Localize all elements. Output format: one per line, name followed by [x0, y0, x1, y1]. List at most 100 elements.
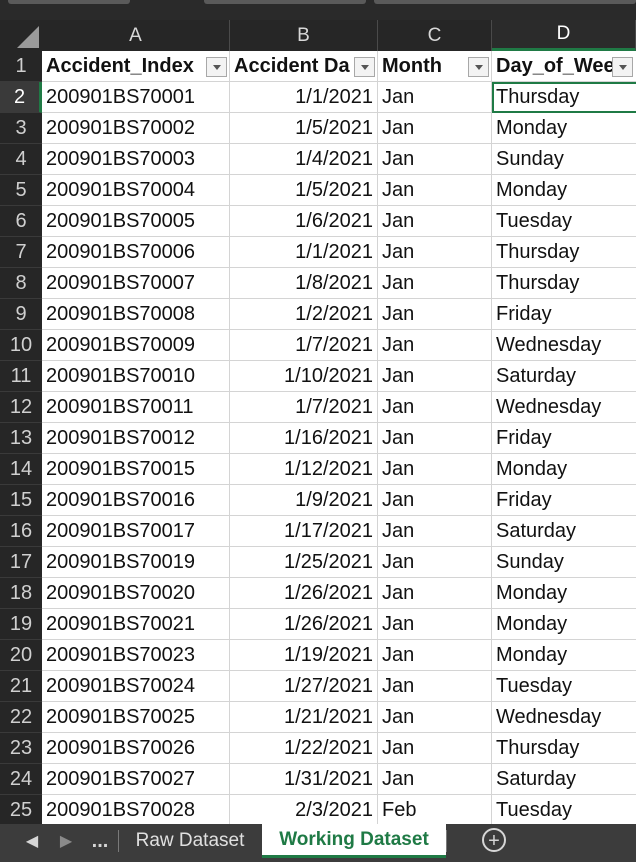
row-header-13[interactable]: 13	[0, 423, 42, 454]
table-cell[interactable]: Friday	[492, 423, 636, 454]
table-cell[interactable]: Monday	[492, 454, 636, 485]
table-cell[interactable]: Jan	[378, 764, 492, 795]
row-header-18[interactable]: 18	[0, 578, 42, 609]
table-cell[interactable]: 200901BS70002	[42, 113, 230, 144]
chevron-right-icon[interactable]: ▶	[59, 833, 73, 850]
table-cell[interactable]: 1/4/2021	[230, 144, 378, 175]
filter-dropdown-button[interactable]	[354, 57, 375, 77]
table-cell[interactable]: 200901BS70011	[42, 392, 230, 423]
filter-dropdown-button[interactable]	[206, 57, 227, 77]
ribbon-control[interactable]	[204, 0, 366, 4]
filter-dropdown-button[interactable]	[468, 57, 489, 77]
table-cell[interactable]: 1/31/2021	[230, 764, 378, 795]
table-cell[interactable]: Thursday	[492, 82, 636, 113]
table-cell[interactable]: 1/1/2021	[230, 82, 378, 113]
select-all-button[interactable]	[0, 20, 43, 51]
table-cell[interactable]: 1/6/2021	[230, 206, 378, 237]
column-header-d[interactable]: D	[492, 20, 636, 51]
row-header-7[interactable]: 7	[0, 237, 42, 268]
table-cell[interactable]: Saturday	[492, 516, 636, 547]
row-header-6[interactable]: 6	[0, 206, 42, 237]
row-header-25[interactable]: 25	[0, 795, 42, 824]
table-cell[interactable]: Jan	[378, 268, 492, 299]
table-cell[interactable]: Jan	[378, 578, 492, 609]
table-cell[interactable]: Feb	[378, 795, 492, 824]
table-cell[interactable]: 1/27/2021	[230, 671, 378, 702]
table-cell[interactable]: 2/3/2021	[230, 795, 378, 824]
table-cell[interactable]: Wednesday	[492, 702, 636, 733]
table-cell[interactable]: 200901BS70025	[42, 702, 230, 733]
table-cell[interactable]: Jan	[378, 609, 492, 640]
table-cell[interactable]: Monday	[492, 578, 636, 609]
row-header-5[interactable]: 5	[0, 175, 42, 206]
table-cell[interactable]: Thursday	[492, 268, 636, 299]
row-header-16[interactable]: 16	[0, 516, 42, 547]
table-cell[interactable]: 200901BS70021	[42, 609, 230, 640]
table-header-cell[interactable]: Accident_Index	[42, 51, 230, 82]
row-header-9[interactable]: 9	[0, 299, 42, 330]
row-header-4[interactable]: 4	[0, 144, 42, 175]
table-cell[interactable]: Tuesday	[492, 795, 636, 824]
row-header-15[interactable]: 15	[0, 485, 42, 516]
table-cell[interactable]: Wednesday	[492, 392, 636, 423]
table-cell[interactable]: 1/10/2021	[230, 361, 378, 392]
table-cell[interactable]: 200901BS70007	[42, 268, 230, 299]
ribbon-control[interactable]	[8, 0, 130, 4]
table-cell[interactable]: 200901BS70023	[42, 640, 230, 671]
table-cell[interactable]: 1/26/2021	[230, 578, 378, 609]
table-header-cell[interactable]: Accident Da	[230, 51, 378, 82]
table-cell[interactable]: 200901BS70001	[42, 82, 230, 113]
table-cell[interactable]: Friday	[492, 299, 636, 330]
table-cell[interactable]: Wednesday	[492, 330, 636, 361]
table-header-cell[interactable]: Day_of_Wee	[492, 51, 636, 82]
table-cell[interactable]: Saturday	[492, 764, 636, 795]
table-cell[interactable]: Jan	[378, 423, 492, 454]
plus-circle-icon[interactable]: +	[482, 828, 506, 852]
table-header-cell[interactable]: Month	[378, 51, 492, 82]
row-header-23[interactable]: 23	[0, 733, 42, 764]
row-header-3[interactable]: 3	[0, 113, 42, 144]
table-cell[interactable]: Tuesday	[492, 671, 636, 702]
filter-dropdown-button[interactable]	[612, 57, 633, 77]
table-cell[interactable]: 200901BS70026	[42, 733, 230, 764]
table-cell[interactable]: Monday	[492, 640, 636, 671]
table-cell[interactable]: 1/21/2021	[230, 702, 378, 733]
row-header-14[interactable]: 14	[0, 454, 42, 485]
table-cell[interactable]: Jan	[378, 144, 492, 175]
table-cell[interactable]: Jan	[378, 454, 492, 485]
column-header-a[interactable]: A	[42, 20, 230, 51]
tab-raw-dataset[interactable]: Raw Dataset	[135, 830, 245, 851]
row-header-12[interactable]: 12	[0, 392, 42, 423]
table-cell[interactable]: 1/5/2021	[230, 113, 378, 144]
more-sheets-ellipsis[interactable]: ...	[91, 829, 109, 852]
table-cell[interactable]: Jan	[378, 237, 492, 268]
table-cell[interactable]: 1/17/2021	[230, 516, 378, 547]
table-cell[interactable]: 1/1/2021	[230, 237, 378, 268]
table-cell[interactable]: 200901BS70009	[42, 330, 230, 361]
row-header-22[interactable]: 22	[0, 702, 42, 733]
table-cell[interactable]: 200901BS70028	[42, 795, 230, 824]
table-cell[interactable]: 200901BS70010	[42, 361, 230, 392]
table-cell[interactable]: Jan	[378, 702, 492, 733]
row-header-8[interactable]: 8	[0, 268, 42, 299]
table-cell[interactable]: Jan	[378, 640, 492, 671]
table-cell[interactable]: 200901BS70027	[42, 764, 230, 795]
row-header-17[interactable]: 17	[0, 547, 42, 578]
table-cell[interactable]: Jan	[378, 82, 492, 113]
table-cell[interactable]: 1/26/2021	[230, 609, 378, 640]
table-cell[interactable]: 200901BS70019	[42, 547, 230, 578]
table-cell[interactable]: 200901BS70006	[42, 237, 230, 268]
table-cell[interactable]: Thursday	[492, 237, 636, 268]
table-cell[interactable]: Monday	[492, 175, 636, 206]
row-header-21[interactable]: 21	[0, 671, 42, 702]
table-cell[interactable]: Jan	[378, 113, 492, 144]
table-cell[interactable]: Jan	[378, 299, 492, 330]
table-cell[interactable]: 200901BS70017	[42, 516, 230, 547]
row-header-11[interactable]: 11	[0, 361, 42, 392]
table-cell[interactable]: Monday	[492, 113, 636, 144]
table-cell[interactable]: Sunday	[492, 144, 636, 175]
table-cell[interactable]: 200901BS70003	[42, 144, 230, 175]
table-cell[interactable]: 1/8/2021	[230, 268, 378, 299]
row-header-10[interactable]: 10	[0, 330, 42, 361]
table-cell[interactable]: Jan	[378, 206, 492, 237]
